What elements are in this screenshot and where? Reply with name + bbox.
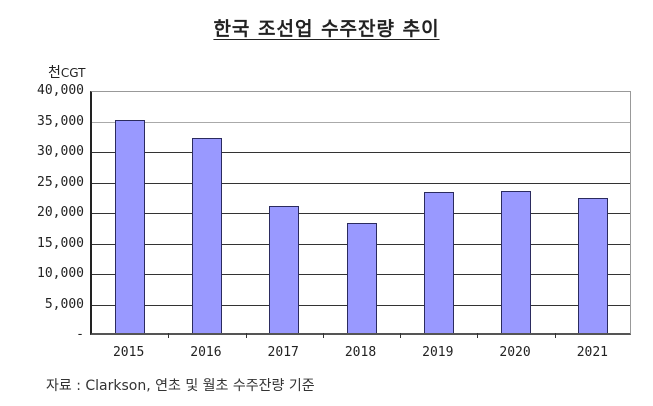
- x-tick-label: 2020: [499, 345, 531, 360]
- plot-area: [90, 91, 631, 338]
- x-tick-label: 2021: [576, 345, 608, 360]
- x-tick-label: 2018: [344, 345, 377, 360]
- bar-2021: [578, 198, 609, 333]
- chart-title: 한국 조선업 수주잔량 추이: [213, 18, 440, 40]
- bar-2016: [191, 137, 222, 333]
- y-tick-label: 20,000: [37, 205, 84, 220]
- gridline: [92, 121, 630, 123]
- y-tick-label: 25,000: [37, 174, 84, 190]
- y-tick-label: 5,000: [44, 296, 84, 312]
- bar-2020: [501, 190, 532, 333]
- gridline: [92, 213, 630, 214]
- y-tick-label: 30,000: [37, 144, 84, 159]
- y-tick-label: -: [76, 327, 84, 342]
- x-tick: [322, 333, 324, 338]
- gridline: [92, 152, 630, 153]
- source-note: 자료 : Clarkson, 연초 및 월초 수주잔량 기준: [46, 378, 315, 394]
- y-axis-unit: 천CGT: [48, 65, 86, 81]
- gridline: [92, 182, 630, 184]
- bar-2018: [346, 223, 377, 333]
- bar-2019: [423, 192, 454, 333]
- bar-2017: [269, 206, 300, 333]
- x-tick-label: 2015: [112, 345, 145, 360]
- x-tick-label: 2019: [422, 345, 454, 360]
- x-tick-label: 2017: [267, 345, 299, 360]
- x-tick: [400, 333, 402, 338]
- bar-2015: [114, 119, 145, 333]
- y-tick-label: 35,000: [37, 113, 84, 129]
- y-tick-label: 40,000: [37, 83, 84, 98]
- y-tick-label: 10,000: [37, 266, 84, 281]
- y-tick-label: 15,000: [37, 235, 84, 251]
- x-tick: [245, 333, 247, 338]
- x-tick: [477, 333, 479, 338]
- x-tick-label: 2016: [190, 345, 222, 360]
- x-tick: [168, 333, 170, 338]
- x-tick: [554, 333, 556, 338]
